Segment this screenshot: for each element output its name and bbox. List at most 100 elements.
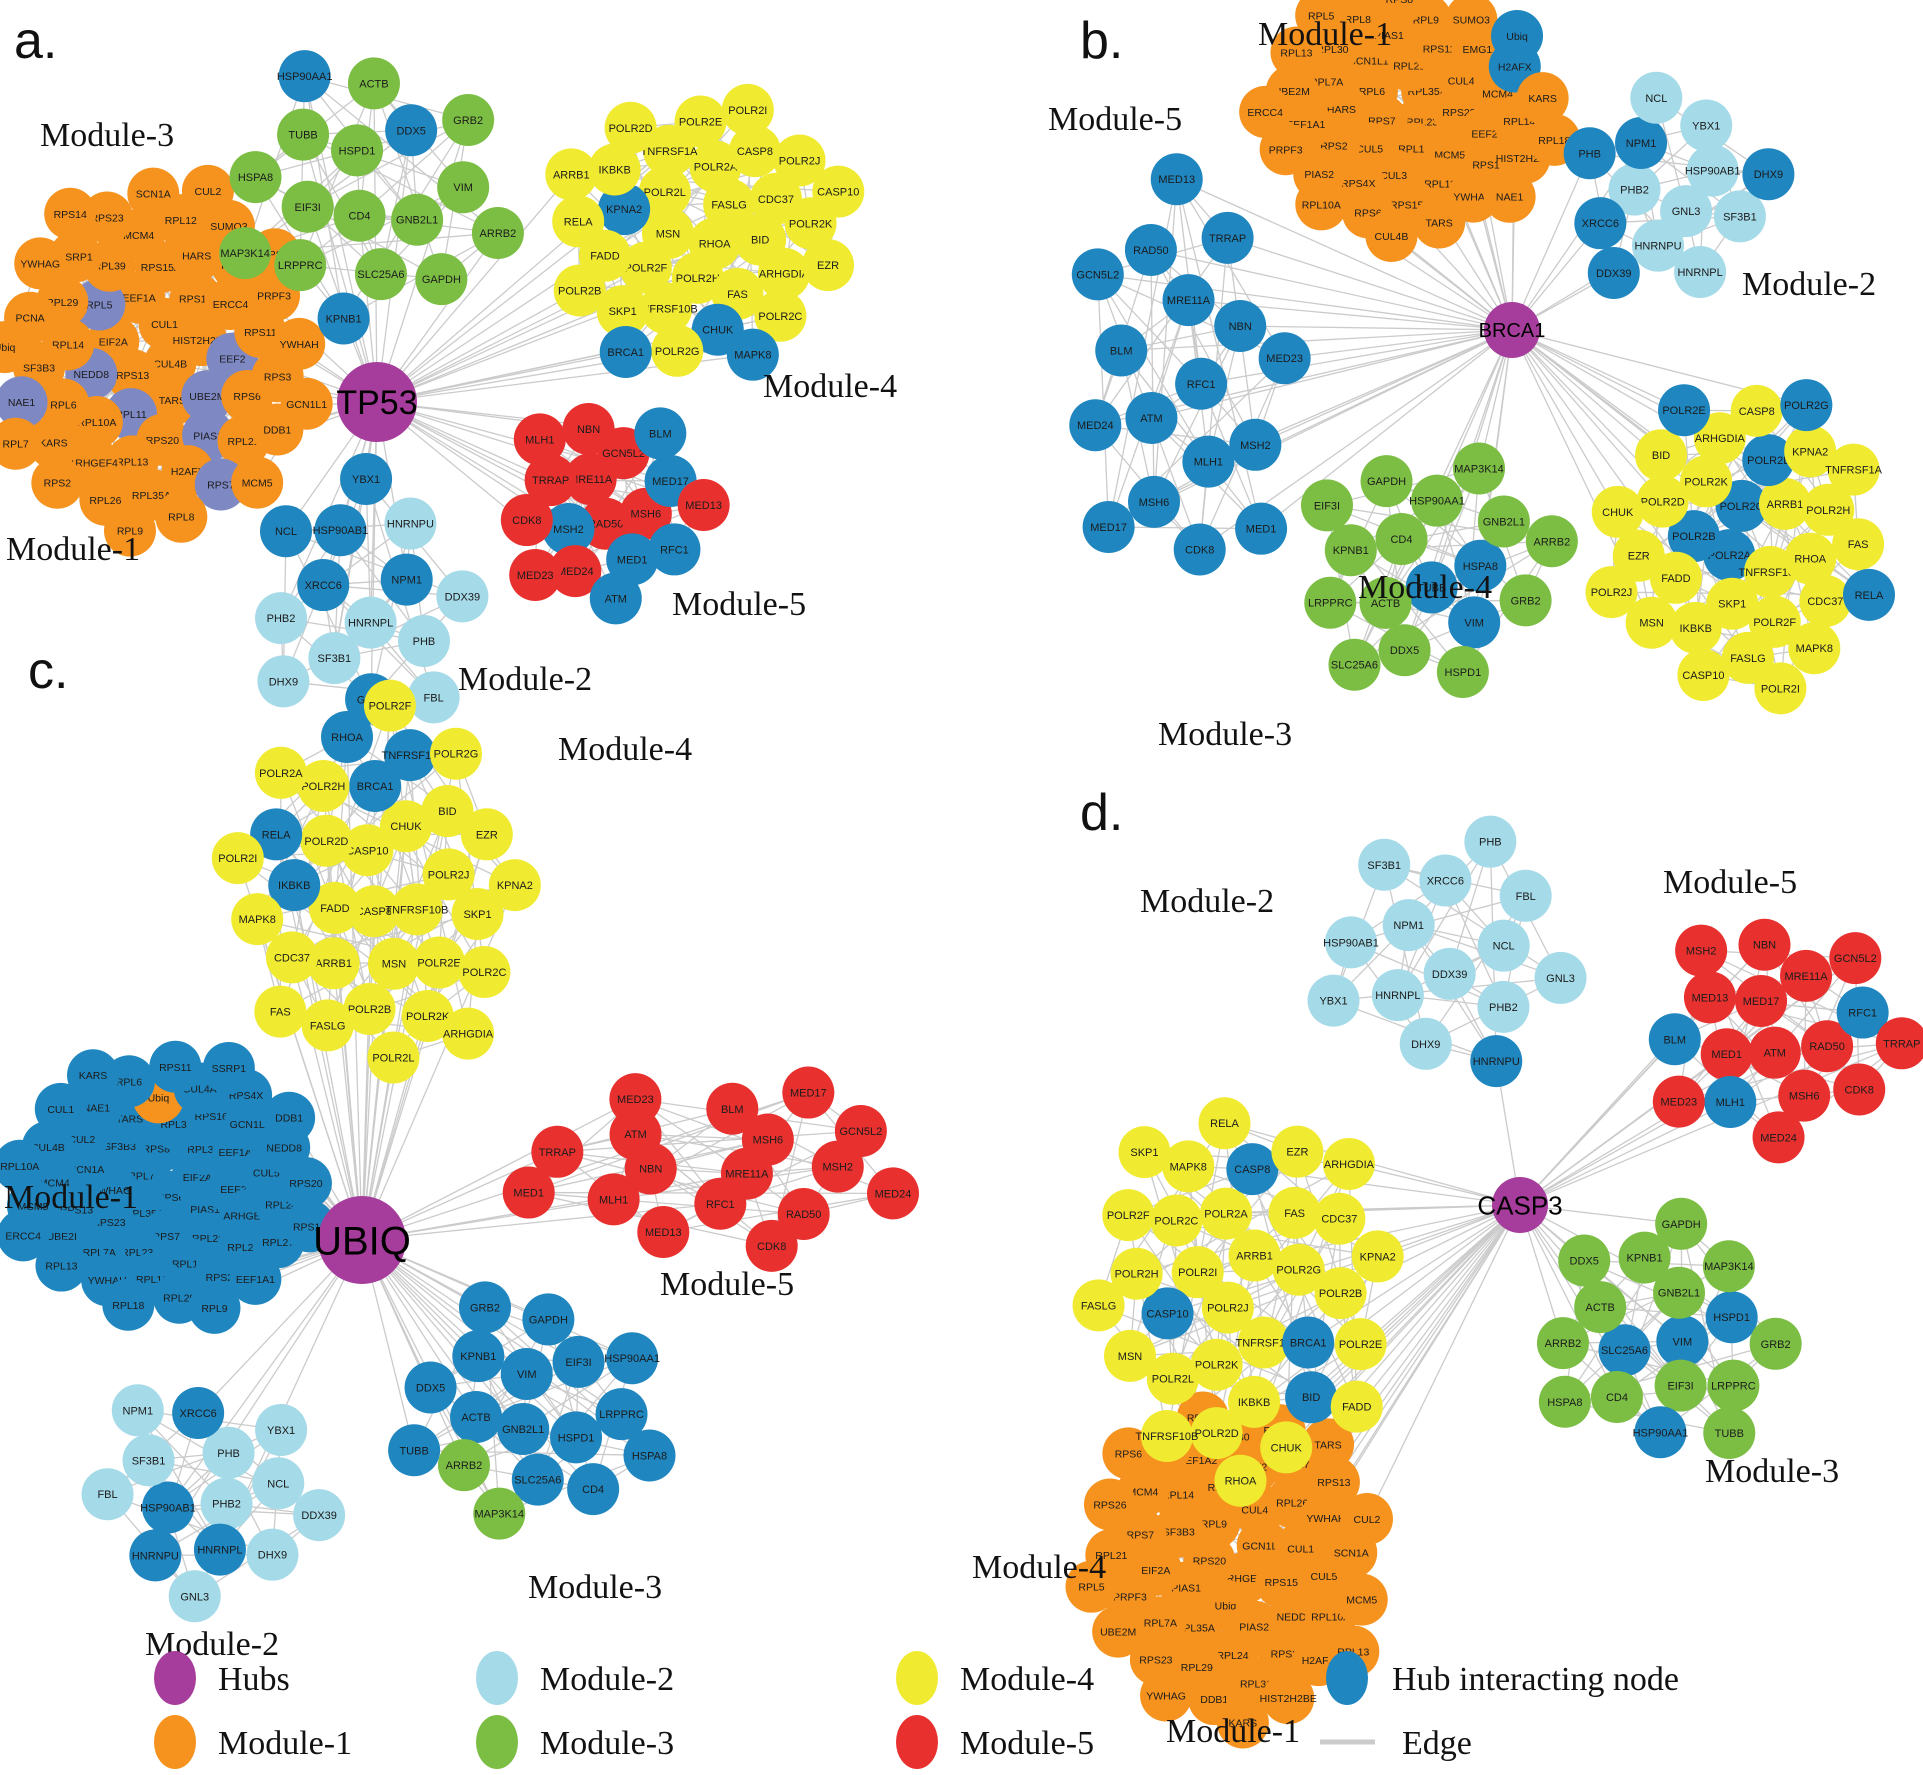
node-label-MED1: MED1 xyxy=(513,1188,544,1200)
node-label-POLR2I: POLR2I xyxy=(728,105,767,117)
edge xyxy=(1201,329,1513,385)
node-label-EIF2A: EIF2A xyxy=(183,1172,212,1184)
panel-letter-d: d. xyxy=(1080,784,1123,842)
node-label-GAPDH: GAPDH xyxy=(422,274,461,286)
node-label-MED23: MED23 xyxy=(517,570,554,582)
node-label-NAE1: NAE1 xyxy=(8,397,36,409)
node-YWHAH xyxy=(273,317,326,370)
node-label-ATM: ATM xyxy=(1140,413,1162,425)
node-RFC1 xyxy=(1175,357,1228,410)
node-label-CDK8: CDK8 xyxy=(757,1241,786,1253)
module-label-a-module-3: Module-3 xyxy=(40,117,174,154)
edge xyxy=(1384,468,1480,604)
node-label-HSPD1: HSPD1 xyxy=(1713,1312,1750,1324)
node-SLC25A6 xyxy=(1598,1324,1651,1377)
node-label-ARHGDIA: ARHGDIA xyxy=(759,269,810,281)
node-label-IKBKB: IKBKB xyxy=(598,165,630,177)
node-NPM1 xyxy=(380,553,433,606)
node-POLR2H xyxy=(1802,483,1855,536)
node-KPNA2 xyxy=(1784,425,1837,478)
panel-a-module-5: RAD50 MRE11A MSH6 MSH2 GCN5L2 MED1 TRRAP MED17 M… xyxy=(500,402,730,625)
node-BID xyxy=(1635,429,1688,482)
node-label-TNFRSF1A: TNFRSF1A xyxy=(382,750,440,762)
node-ARRB1 xyxy=(1758,477,1811,530)
node-label-TRRAP: TRRAP xyxy=(1209,233,1246,245)
node-label-RPS20: RPS20 xyxy=(289,1178,322,1190)
node-BLM xyxy=(1648,1013,1701,1066)
node-MED1 xyxy=(1700,1028,1753,1081)
node-label-XRCC6: XRCC6 xyxy=(180,1408,217,1420)
node-GNL3 xyxy=(1660,185,1713,238)
node-label-HARS: HARS xyxy=(1327,104,1356,116)
node-POLR2C xyxy=(458,945,511,998)
node-label-H2AFX: H2AFX xyxy=(1498,61,1532,73)
node-KPNA2 xyxy=(598,183,651,236)
node-label-CDC37: CDC37 xyxy=(1807,596,1843,608)
node-MED24 xyxy=(549,545,602,598)
node-label-EIF2A: EIF2A xyxy=(99,337,128,349)
node-VIM xyxy=(1656,1315,1709,1368)
node-label-MRE11A: MRE11A xyxy=(1167,295,1211,307)
node-POLR2K xyxy=(1680,455,1733,508)
node-label-IKBKB: IKBKB xyxy=(1680,623,1712,635)
node-label-CHUK: CHUK xyxy=(390,821,422,833)
node-label-RPS20: RPS20 xyxy=(146,435,179,447)
edge xyxy=(307,119,469,208)
node-KPNB1 xyxy=(1324,524,1377,577)
edge xyxy=(1397,841,1491,996)
node-label-CUL4B: CUL4B xyxy=(1375,231,1409,243)
node-label-BLM: BLM xyxy=(1663,1034,1686,1046)
node-RPL5 xyxy=(1065,1560,1118,1613)
node-RPS14 xyxy=(44,187,97,240)
node-SCN1A xyxy=(127,167,180,220)
node-label-RAD50: RAD50 xyxy=(786,1209,821,1221)
node-label-DDB1: DDB1 xyxy=(263,424,291,436)
node-label-PHB2: PHB2 xyxy=(267,613,296,625)
module-label-b-module-5: Module-5 xyxy=(1048,101,1182,138)
node-YBX1 xyxy=(340,452,393,505)
node-CASP8 xyxy=(728,125,781,178)
node-label-RPL9: RPL9 xyxy=(201,1303,227,1315)
node-MAP3K14 xyxy=(219,227,272,280)
node-POLR2B xyxy=(343,982,396,1035)
node-label-DDX5: DDX5 xyxy=(1390,645,1419,657)
node-label-RPS23: RPS23 xyxy=(92,1217,125,1229)
hub-label-BRCA1: BRCA1 xyxy=(1479,320,1546,342)
node-label-CUL3: CUL3 xyxy=(1380,170,1407,182)
node-label-RPS14: RPS14 xyxy=(54,209,87,221)
node-POLR2K xyxy=(401,990,454,1043)
node-GRB2 xyxy=(458,1281,511,1334)
node-label-LRPPRC: LRPPRC xyxy=(1711,1381,1756,1393)
node-RPL13 xyxy=(35,1239,88,1292)
node-TRRAP xyxy=(531,1125,584,1178)
node-ERCC4 xyxy=(0,1209,50,1262)
edge xyxy=(299,83,375,266)
node-IKBKB xyxy=(268,859,321,912)
node-RPL10A xyxy=(1295,178,1348,231)
node-label-ARRB2: ARRB2 xyxy=(1545,1338,1582,1350)
node-label-RPS13: RPS13 xyxy=(1317,1477,1350,1489)
legend-swatch-hubnode xyxy=(1326,1651,1368,1705)
panel-b-module-4: POLR2A POLR2C TNFRSF10B POLR2B ARRB1 SKP1 POLR… xyxy=(1585,379,1895,715)
node-label-RPL21: RPL21 xyxy=(1095,1550,1127,1562)
node-label-CUL5: CUL5 xyxy=(1311,1571,1338,1583)
node-label-RPL12: RPL12 xyxy=(165,215,197,227)
node-RPL7 xyxy=(0,417,42,470)
node-MED24 xyxy=(1069,399,1122,452)
node-label-TNFRSF1A: TNFRSF1A xyxy=(1825,465,1883,477)
edge xyxy=(332,785,376,964)
node-MCM5 xyxy=(231,456,284,509)
node-label-DHX9: DHX9 xyxy=(269,676,298,688)
hub-label-TP53: TP53 xyxy=(336,384,417,422)
node-label-GCN5L2: GCN5L2 xyxy=(1834,953,1877,965)
node-label-RPS11: RPS11 xyxy=(1423,44,1456,56)
node-label-RAD50: RAD50 xyxy=(1809,1041,1844,1053)
node-label-GNB2L1: GNB2L1 xyxy=(502,1424,544,1436)
node-BLM xyxy=(706,1082,759,1135)
node-label-ARHGEF4: ARHGEF4 xyxy=(68,458,118,470)
node-label-MED23: MED23 xyxy=(1660,1097,1697,1109)
node-DDB1 xyxy=(263,1091,316,1144)
node-label-HSP90AA1: HSP90AA1 xyxy=(1409,496,1465,508)
